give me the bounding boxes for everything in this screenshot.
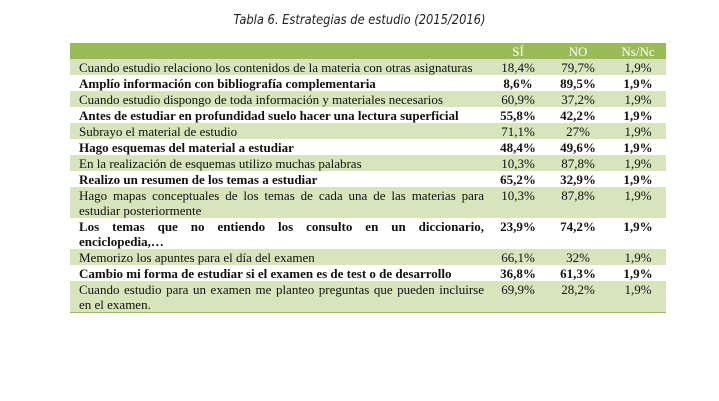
percent-cell: 18,4% xyxy=(501,60,535,75)
table-row: Hago esquemas del material a estudiar 48,… xyxy=(70,139,666,155)
percent-cell: 1,9% xyxy=(624,250,652,265)
percent-cell: 42,2% xyxy=(560,108,596,123)
percent-cell: 1,9% xyxy=(624,92,652,107)
percent-cell: 1,9% xyxy=(624,124,652,139)
percent-cell: 37,2% xyxy=(561,92,595,107)
table-row: Cuando estudio dispongo de toda informac… xyxy=(70,91,666,107)
percent-cell: 74,2% xyxy=(560,219,596,234)
strategy-cell: Cambio mi forma de estudiar si el examen… xyxy=(79,266,452,281)
percent-cell: 32% xyxy=(566,250,590,265)
table-row: Cuando estudio relaciono los contenidos … xyxy=(70,59,666,75)
percent-cell: 10,3% xyxy=(501,156,535,171)
percent-cell: 1,9% xyxy=(623,172,653,187)
header-cell: Ns/Nc xyxy=(610,43,666,59)
percent-cell: 1,9% xyxy=(623,76,653,91)
header-row: SÍ NO Ns/Nc xyxy=(70,43,666,59)
percent-cell: 23,9% xyxy=(500,219,536,234)
table-row: Antes de estudiar en profundidad suelo h… xyxy=(70,107,666,123)
table-row: Realizo un resumen de los temas a estudi… xyxy=(70,171,666,187)
header-cell: NO xyxy=(546,43,610,59)
percent-cell: 71,1% xyxy=(501,124,535,139)
strategy-table: SÍ NO Ns/Nc Cuando estudio relaciono los c… xyxy=(70,43,666,313)
percent-cell: 36,8% xyxy=(500,266,536,281)
percent-cell: 87,8% xyxy=(561,156,595,171)
percent-cell: 61,3% xyxy=(560,266,596,281)
percent-cell: 65,2% xyxy=(500,172,536,187)
strategy-cell: En la realización de esquemas utilizo mu… xyxy=(79,156,362,171)
percent-cell: 27% xyxy=(566,124,590,139)
strategy-cell: Antes de estudiar en profundidad suelo h… xyxy=(79,108,459,123)
percent-cell: 48,4% xyxy=(500,140,536,155)
percent-cell: 89,5% xyxy=(560,76,596,91)
percent-cell: 79,7% xyxy=(561,60,595,75)
percent-cell: 1,9% xyxy=(623,266,653,281)
percent-cell: 66,1% xyxy=(501,250,535,265)
strategy-cell: Cuando estudio para un examen me planteo… xyxy=(79,282,484,312)
percent-cell: 60,9% xyxy=(501,92,535,107)
table-row: Cambio mi forma de estudiar si el examen… xyxy=(70,265,666,281)
table-row: Cuando estudio para un examen me planteo… xyxy=(70,281,666,313)
strategy-cell: Realizo un resumen de los temas a estudi… xyxy=(79,172,318,187)
table-title: Tabla 6. Estrategias de estudio (2015/20… xyxy=(233,12,486,28)
percent-cell: 1,9% xyxy=(623,140,653,155)
percent-cell: 69,9% xyxy=(501,282,535,297)
percent-cell: 87,8% xyxy=(561,188,595,203)
percent-cell: 8,6% xyxy=(503,76,533,91)
percent-cell: 1,9% xyxy=(624,156,652,171)
strategy-cell: Hago mapas conceptuales de los temas de … xyxy=(79,188,484,218)
strategy-cell: Cuando estudio relaciono los contenidos … xyxy=(79,60,473,75)
strategy-cell: Amplío información con bibliografía comp… xyxy=(79,76,376,91)
strategy-cell: Hago esquemas del material a estudiar xyxy=(79,140,294,155)
percent-cell: 1,9% xyxy=(624,60,652,75)
percent-cell: 10,3% xyxy=(501,188,535,203)
strategy-cell: Subrayo el material de estudio xyxy=(79,124,238,139)
percent-cell: 1,9% xyxy=(623,108,653,123)
header-cell xyxy=(70,43,490,59)
percent-cell: 1,9% xyxy=(623,219,653,234)
table-row: Subrayo el material de estudio 71,1% 27% 1,… xyxy=(70,123,666,139)
table-row: En la realización de esquemas utilizo mu… xyxy=(70,155,666,171)
percent-cell: 49,6% xyxy=(560,140,596,155)
table-row: Memorizo los apuntes para el día del exa… xyxy=(70,249,666,265)
strategy-cell: Memorizo los apuntes para el día del exa… xyxy=(79,250,315,265)
table-row: Amplío información con bibliografía comp… xyxy=(70,75,666,91)
strategy-cell: Cuando estudio dispongo de toda informac… xyxy=(79,92,443,107)
percent-cell: 28,2% xyxy=(561,282,595,297)
table-body: Cuando estudio relaciono los contenidos … xyxy=(70,59,666,313)
header-cell: SÍ xyxy=(490,43,546,59)
percent-cell: 32,9% xyxy=(560,172,596,187)
percent-cell: 55,8% xyxy=(500,108,536,123)
table-row: Los temas que no entiendo los consulto e… xyxy=(70,218,666,249)
table-row: Hago mapas conceptuales de los temas de … xyxy=(70,187,666,218)
strategy-cell: Los temas que no entiendo los consulto e… xyxy=(79,219,484,249)
percent-cell: 1,9% xyxy=(624,282,652,297)
percent-cell: 1,9% xyxy=(624,188,652,203)
